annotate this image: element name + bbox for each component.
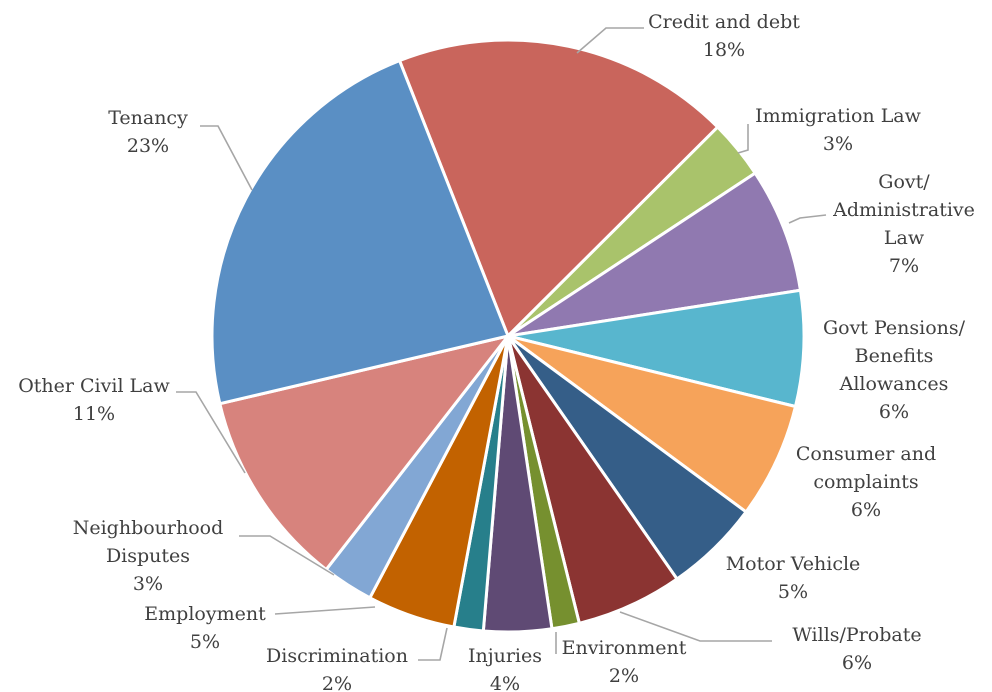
slice-percent: 2%	[322, 673, 352, 692]
slice-label-wills-probate: Wills/Probate 6%	[792, 624, 921, 674]
pie-slice-tenancy	[210, 59, 510, 406]
slice-label-line: Discrimination	[266, 645, 408, 667]
slice-label-line: Law	[884, 227, 925, 249]
leader-line-employment	[274, 606, 376, 615]
slice-label-credit-and-debt: Credit and debt 18%	[648, 11, 800, 61]
leader-line-wills-probate	[619, 611, 772, 642]
pie-slice-govt-administrative-law	[506, 171, 802, 338]
slice-percent: 23%	[127, 135, 169, 157]
slice-percent: 5%	[778, 581, 808, 603]
slice-labels: Credit and debt 18% Immigration Law 3% Govt/…	[18, 11, 975, 692]
slice-label-line: Disputes	[106, 545, 190, 567]
slice-label-injuries: Injuries 4%	[468, 645, 542, 692]
leader-line-credit-and-debt	[576, 27, 644, 54]
slice-percent: 3%	[133, 573, 163, 595]
slice-label-employment: Employment 5%	[144, 603, 266, 653]
slice-percent: 11%	[73, 403, 115, 425]
slice-percent: 4%	[490, 673, 520, 692]
slice-label-line: Immigration Law	[755, 105, 922, 127]
slice-label-environment: Environment 2%	[562, 637, 687, 687]
slice-percent: 7%	[889, 255, 919, 277]
slice-percent: 6%	[842, 652, 872, 674]
slice-label-line: Benefits	[855, 345, 934, 367]
slice-percent: 6%	[851, 499, 881, 521]
slice-label-line: Environment	[562, 637, 687, 659]
slice-label-line: Govt/	[878, 171, 930, 193]
pie-slice-other-civil-law	[218, 334, 510, 572]
slice-percent: 18%	[703, 39, 745, 61]
leader-line-discrimination	[418, 627, 448, 661]
slice-percent: 6%	[879, 401, 909, 423]
slice-label-line: Credit and debt	[648, 11, 800, 33]
slice-label-line: Tenancy	[108, 107, 188, 129]
leader-line-govt-administrative-law	[788, 214, 827, 224]
pie-slice-govt-pensions-benefits-allowances	[506, 288, 806, 409]
leader-line-neighbourhood-disputes	[239, 535, 335, 576]
slice-label-line: Wills/Probate	[792, 624, 921, 646]
slice-label-tenancy: Tenancy 23%	[108, 107, 188, 157]
slice-label-line: Govt Pensions/	[823, 317, 966, 339]
slice-label-line: Consumer and	[796, 443, 936, 465]
slice-percent: 5%	[190, 631, 220, 653]
slice-label-discrimination: Discrimination 2%	[266, 645, 408, 692]
slice-label-line: Injuries	[468, 645, 542, 667]
pie-slice-consumer-and-complaints	[506, 334, 797, 514]
slice-label-neighbourhood-disputes: Neighbourhood Disputes 3%	[73, 517, 224, 595]
slice-label-line: Allowances	[839, 373, 949, 395]
slice-label-consumer-and-complaints: Consumer and complaints 6%	[796, 443, 936, 521]
leader-line-other-civil-law	[176, 391, 246, 474]
leader-lines	[176, 27, 827, 661]
slice-label-immigration-law: Immigration Law 3%	[755, 105, 922, 155]
slice-label-motor-vehicle: Motor Vehicle 5%	[726, 553, 861, 603]
slice-label-line: complaints	[813, 471, 918, 493]
slice-label-govt-pensions-benefits-allowances: Govt Pensions/Benefits Allowances 6%	[823, 317, 966, 423]
slice-label-line: Neighbourhood	[73, 517, 224, 539]
leader-line-immigration-law	[737, 124, 749, 154]
pie-slices	[210, 38, 806, 634]
slice-label-line: Motor Vehicle	[726, 553, 861, 575]
slice-label-line: Other Civil Law	[18, 375, 170, 397]
slice-percent: 2%	[609, 665, 639, 687]
slice-label-govt-administrative-law: Govt/Administrative Law 7%	[832, 171, 975, 277]
slice-percent: 3%	[823, 133, 853, 155]
slice-label-line: Administrative	[832, 199, 975, 221]
slice-label-other-civil-law: Other Civil Law 11%	[18, 375, 170, 425]
slice-label-line: Employment	[144, 603, 266, 625]
leader-line-tenancy	[200, 125, 253, 191]
